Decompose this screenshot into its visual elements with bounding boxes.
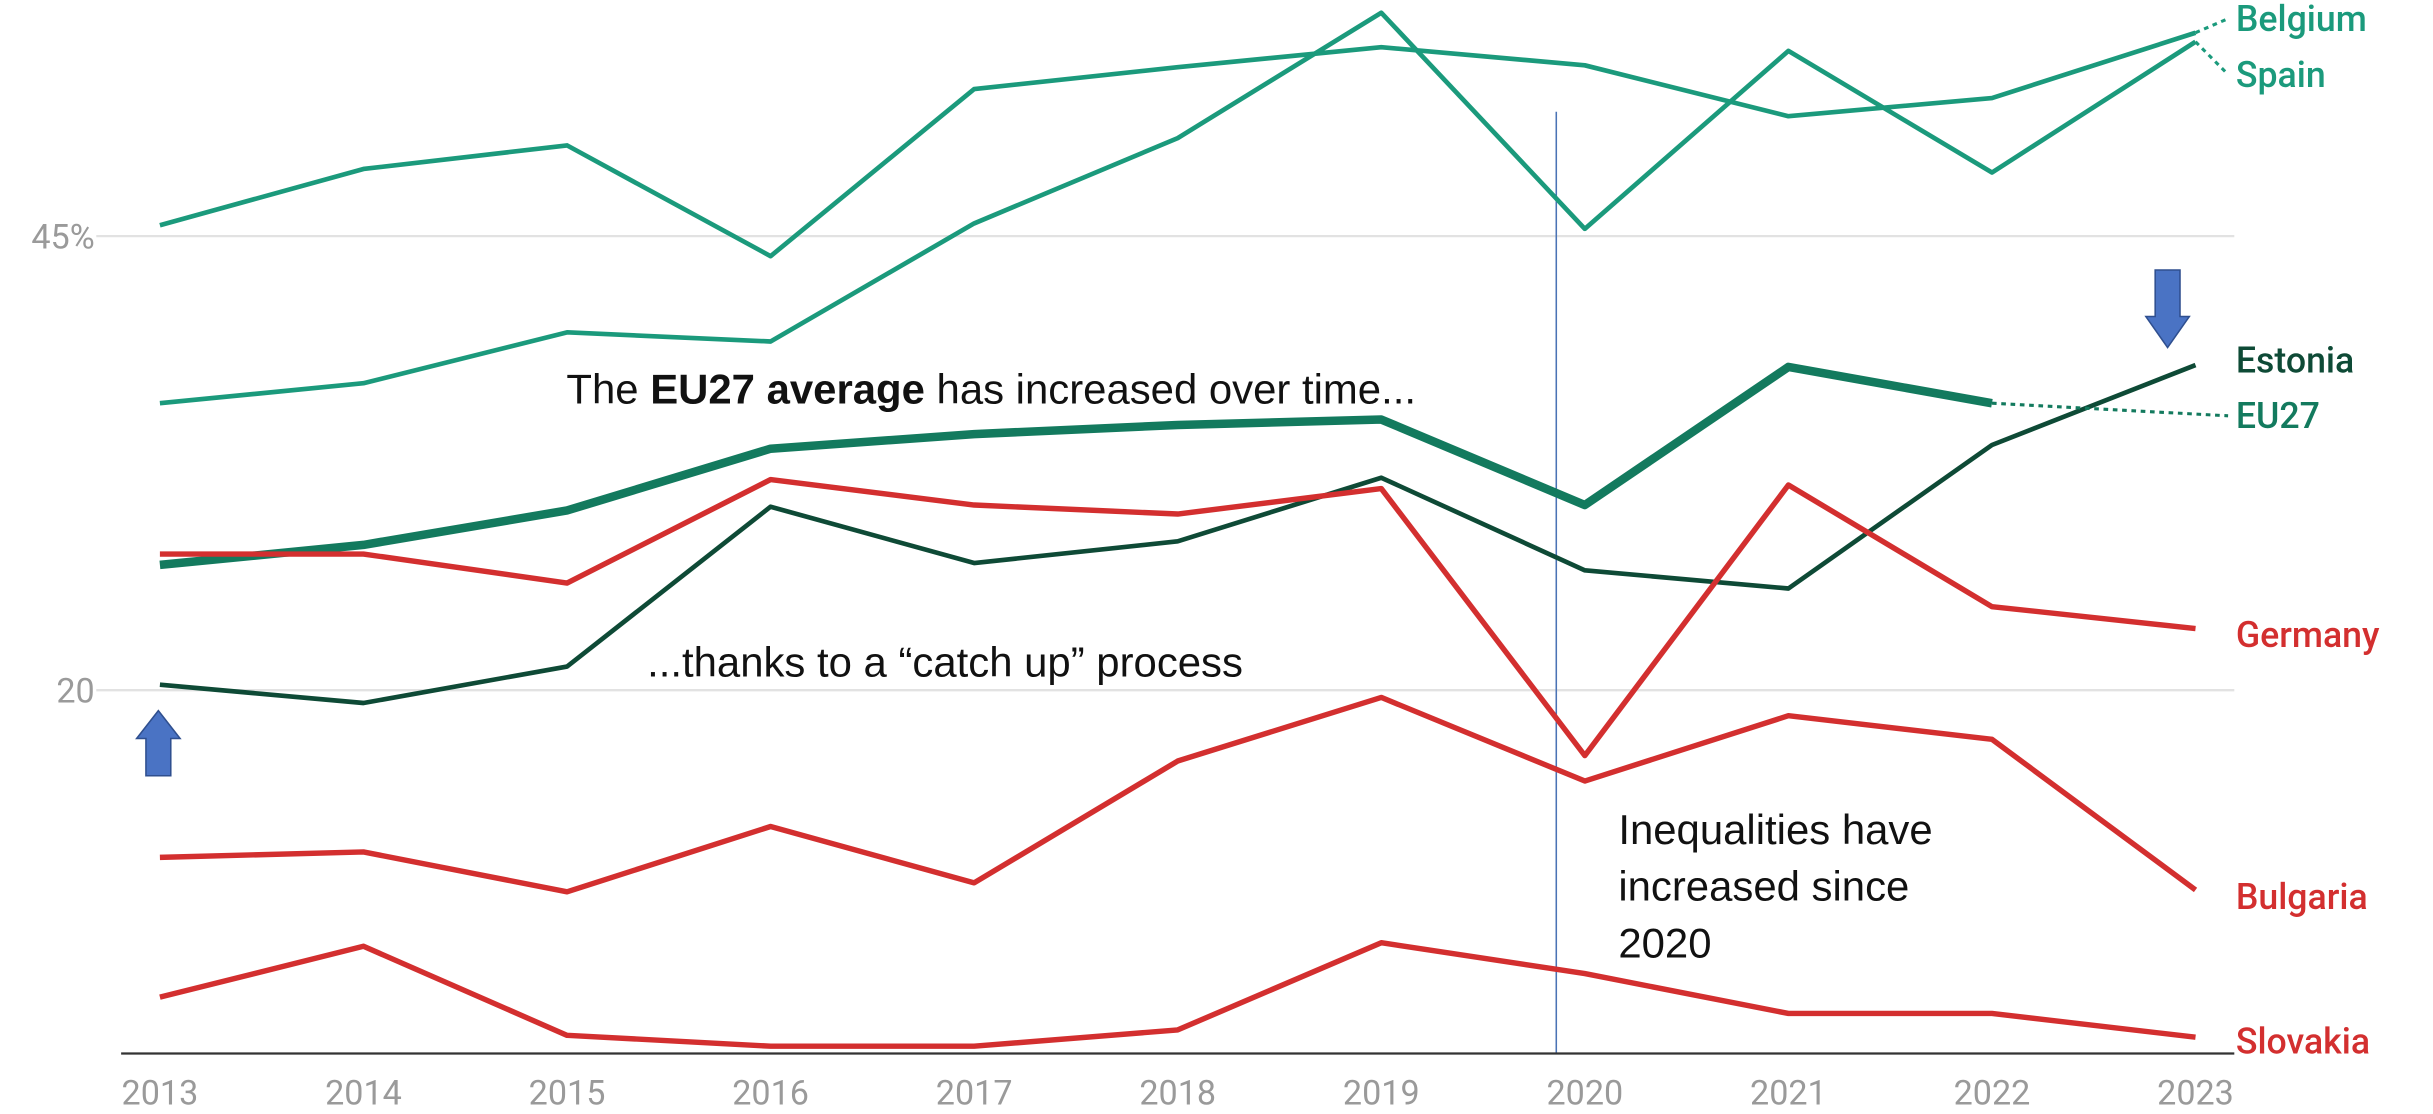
series-label: Bulgaria bbox=[2236, 876, 2368, 918]
annotation-part: has increased over time... bbox=[925, 365, 1416, 412]
x-tick-label: 2017 bbox=[936, 1074, 1013, 1114]
labels-layer: Belgium Spain EU27 Estonia Germany Bulgaria Sl… bbox=[566, 0, 2380, 1062]
series-label: EU27 bbox=[2236, 395, 2320, 437]
arrow-up bbox=[135, 709, 182, 777]
x-tick-label: 2016 bbox=[732, 1074, 809, 1114]
annotation: The EU27 average has increased over time… bbox=[566, 365, 1416, 412]
annotation-line: increased since bbox=[1618, 863, 1909, 910]
series-label: Spain bbox=[2236, 54, 2326, 96]
x-tick-label: 2020 bbox=[1546, 1074, 1623, 1114]
annotation-line: Inequalities have bbox=[1618, 806, 1932, 853]
annotation-part: EU27 average bbox=[650, 365, 925, 412]
series-label: Germany bbox=[2236, 614, 2380, 656]
label-leader bbox=[2194, 40, 2230, 76]
series-line bbox=[159, 939, 2196, 1049]
x-tick-label: 2015 bbox=[529, 1074, 606, 1114]
annotation-line: 2020 bbox=[1618, 919, 1711, 966]
series-line bbox=[159, 362, 2197, 706]
x-tick-label: 2018 bbox=[1139, 1074, 1216, 1114]
label-leader bbox=[1991, 401, 2229, 418]
series-label: Belgium bbox=[2236, 0, 2367, 40]
x-tick-label: 2023 bbox=[2157, 1074, 2234, 1114]
lines-layer bbox=[159, 10, 2198, 1049]
x-tick-label: 2021 bbox=[1750, 1074, 1827, 1114]
x-tick-label: 2014 bbox=[325, 1074, 402, 1114]
x-tick-label: 2022 bbox=[1954, 1074, 2031, 1114]
label-leader bbox=[2194, 17, 2229, 35]
series-line bbox=[159, 694, 2198, 895]
series-line bbox=[159, 476, 2196, 759]
series-line bbox=[159, 30, 2197, 259]
series-line bbox=[159, 10, 2197, 406]
x-tick-label: 2019 bbox=[1343, 1074, 1420, 1114]
annotation: ...thanks to a “catch up” process bbox=[647, 638, 1243, 685]
grid-layer: 20 45% 2013 2014 2015 2016 2017 2018 2019 2020 202… bbox=[31, 218, 2235, 1114]
arrow-down bbox=[2144, 269, 2191, 349]
x-tick-label: 2013 bbox=[122, 1074, 199, 1114]
annotation-part: The bbox=[566, 365, 650, 412]
series-line bbox=[159, 362, 1993, 570]
series-label: Estonia bbox=[2236, 339, 2354, 381]
y-tick-label: 20 bbox=[56, 672, 94, 712]
y-tick-label: 45% bbox=[31, 218, 94, 258]
series-label: Slovakia bbox=[2236, 1020, 2370, 1062]
